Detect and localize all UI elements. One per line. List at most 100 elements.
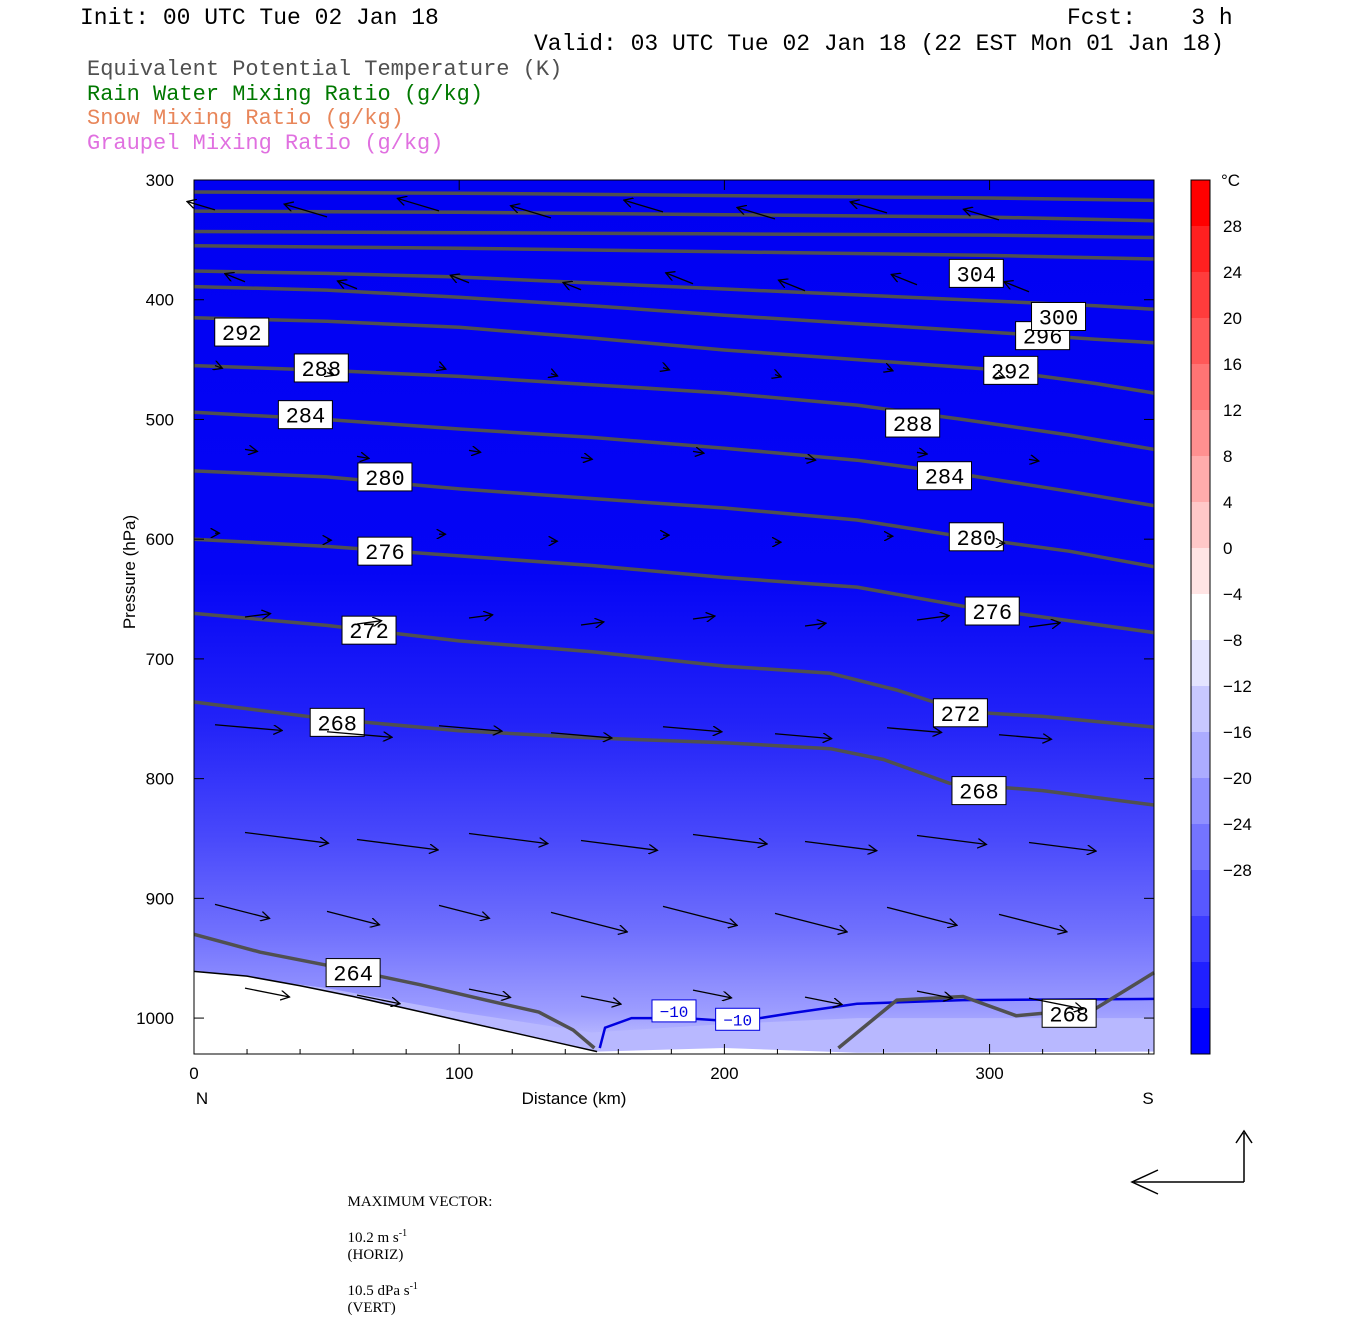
horiz-unit: (HORIZ) — [347, 1247, 404, 1263]
vert-unit: (VERT) — [347, 1300, 396, 1316]
wind-vector — [356, 621, 382, 624]
contour-label-box — [293, 353, 349, 383]
y-tick-label: 700 — [146, 650, 174, 669]
contour-label: 284 — [925, 466, 965, 491]
wind-vector — [963, 209, 1000, 221]
wind-vector — [804, 840, 877, 850]
valid-time: Valid: 03 UTC Tue 02 Jan 18 (22 EST Mon … — [534, 31, 1225, 57]
wind-vector — [624, 200, 664, 213]
colorbar-label: −12 — [1223, 677, 1252, 696]
wind-vector — [244, 449, 257, 451]
wind-vector — [692, 833, 767, 844]
contour-label: 268 — [959, 781, 999, 806]
wind-vector — [244, 987, 290, 997]
horiz-value: 10.2 m s — [347, 1230, 399, 1246]
theta-e-contour — [193, 190, 1155, 203]
contour-label-box — [325, 958, 381, 988]
colorbar-swatch — [1191, 824, 1210, 871]
theta-e-contour — [193, 244, 1155, 261]
temperature-label-box — [715, 1007, 761, 1031]
plot-frame — [193, 179, 1155, 1055]
contour-label-box — [964, 596, 1020, 626]
colorbar-swatch — [1191, 686, 1210, 733]
wind-vector — [1004, 282, 1030, 293]
wind-vector — [891, 274, 918, 286]
wind-vector — [774, 912, 847, 932]
x-tick-label: 0 — [189, 1064, 198, 1083]
contour-label-box — [885, 408, 941, 438]
wind-vector — [886, 728, 942, 733]
wind-vector — [1028, 623, 1060, 627]
wind-vector — [774, 734, 832, 739]
colorbar-label: 24 — [1223, 263, 1242, 282]
colorbar-label: −8 — [1223, 631, 1242, 650]
contour-label-box — [357, 536, 413, 566]
colorbar-swatch — [1191, 870, 1210, 917]
contour-label-box — [1031, 301, 1087, 331]
colorbar-label: −4 — [1223, 585, 1242, 604]
contour-label: 276 — [972, 601, 1012, 626]
wind-vector — [468, 988, 511, 997]
wind-vector — [1028, 841, 1096, 851]
contour-label-box — [341, 615, 397, 645]
wind-vector — [550, 732, 612, 738]
wind-vector — [916, 616, 949, 620]
contour-label: 272 — [349, 620, 389, 645]
legend-rain: Rain Water Mixing Ratio (g/kg) — [87, 82, 484, 107]
theta-e-contour — [193, 932, 596, 1050]
colorbar-swatch — [1191, 318, 1210, 365]
contour-label-box — [916, 461, 972, 491]
wind-vector — [244, 831, 328, 843]
wind-vector — [214, 903, 270, 918]
contour-label: 292 — [991, 360, 1031, 385]
wind-vector — [663, 368, 669, 370]
colorbar-swatch — [1191, 502, 1210, 549]
wind-vector — [187, 202, 216, 211]
wind-vector — [468, 832, 548, 843]
wind-vector — [998, 735, 1052, 740]
wind-vector — [662, 727, 722, 732]
y-tick-label: 900 — [146, 889, 174, 908]
contour-label-box — [948, 522, 1004, 552]
temperature-label-box — [651, 999, 697, 1023]
theta-e-contour — [193, 229, 1155, 240]
contour-label-box — [357, 462, 413, 492]
init-time: Init: 00 UTC Tue 02 Jan 18 — [80, 5, 439, 31]
wind-vector — [916, 990, 953, 998]
contour-label: 280 — [365, 467, 405, 492]
forecast-hour: Fcst: 3 h — [1067, 5, 1233, 31]
wind-vector — [666, 273, 694, 285]
contour-label: 288 — [893, 413, 933, 438]
wind-vector — [775, 375, 781, 377]
x-end-label-south: S — [1142, 1089, 1153, 1108]
colorbar-label: −24 — [1223, 815, 1252, 834]
wind-vector — [438, 725, 502, 731]
wind-vector — [326, 731, 392, 738]
colorbar-swatch — [1191, 594, 1210, 641]
colorbar-label: 28 — [1223, 217, 1242, 236]
colorbar-label: 4 — [1223, 493, 1232, 512]
x-end-label-north: N — [196, 1089, 208, 1108]
cross-section-chart: −10 −102682682722762802842882922963003042… — [120, 171, 1253, 1195]
wind-vector — [886, 906, 957, 925]
colorbar-frame — [1190, 179, 1211, 1055]
wind-vector — [1028, 459, 1039, 461]
contour-label-box — [277, 400, 333, 430]
wind-vector — [580, 457, 592, 459]
legend-theta-e: Equivalent Potential Temperature (K) — [87, 57, 563, 82]
wind-vector — [563, 283, 582, 290]
wind-vector — [692, 616, 715, 619]
wind-vector — [450, 275, 470, 284]
legend-graupel: Graupel Mixing Ratio (g/kg) — [87, 131, 444, 156]
vert-value: 10.5 dPa s — [347, 1283, 410, 1299]
wind-vector — [916, 834, 986, 844]
contour-label: 268 — [1049, 1003, 1089, 1028]
vert-exp: -1 — [409, 1281, 418, 1292]
terrain-outline — [193, 970, 598, 1053]
colorbar-swatch — [1191, 778, 1210, 825]
contour-label-box — [948, 258, 1004, 288]
contour-label-box — [214, 317, 270, 347]
wind-vector — [887, 369, 893, 371]
y-tick-label: 400 — [146, 291, 174, 310]
horiz-exp: -1 — [398, 1228, 408, 1239]
